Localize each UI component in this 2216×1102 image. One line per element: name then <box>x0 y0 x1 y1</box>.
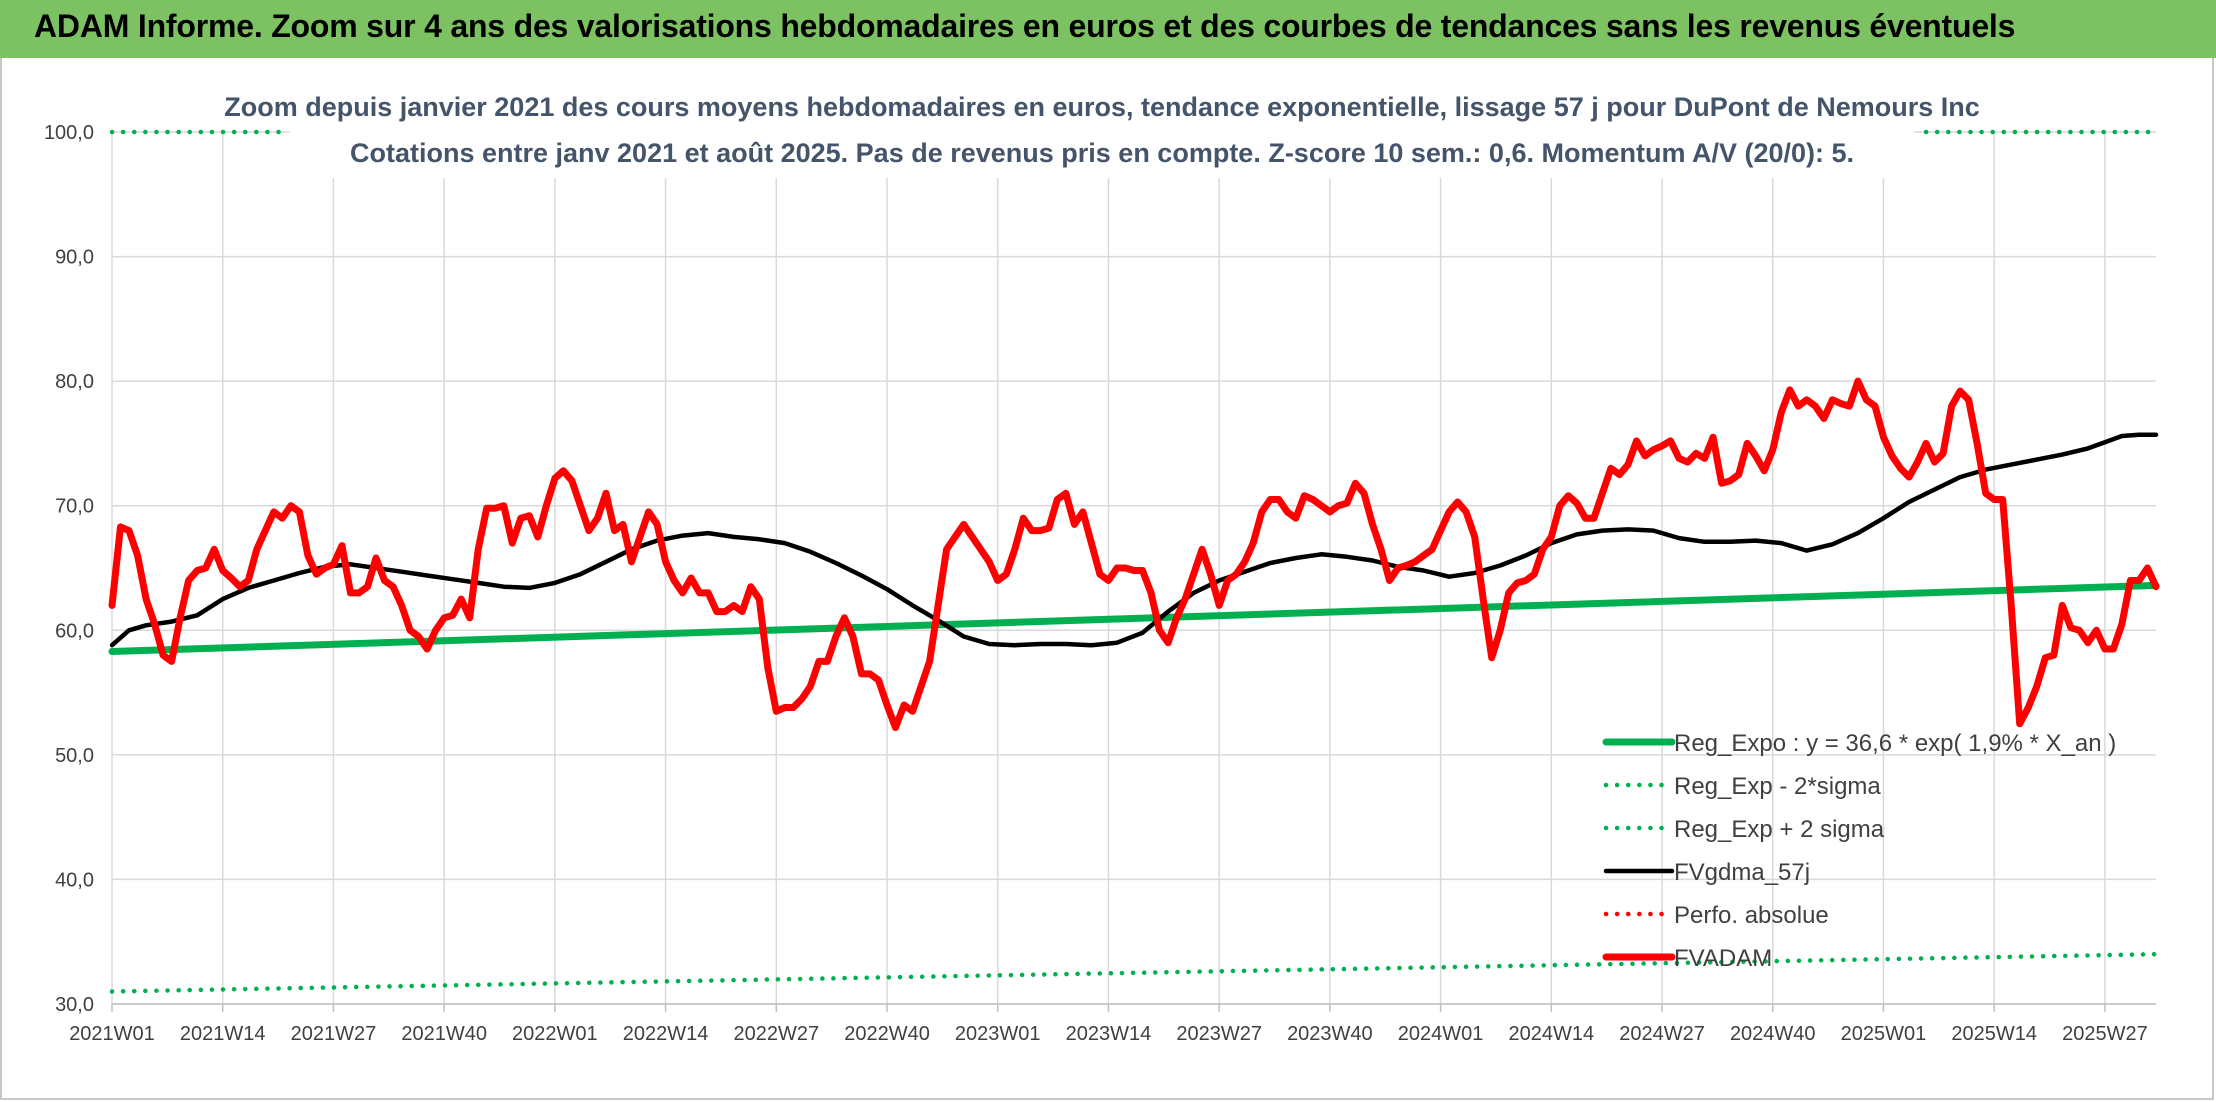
x-tick-label: 2021W27 <box>291 1023 377 1045</box>
x-tick-label: 2023W14 <box>1066 1023 1152 1045</box>
y-tick-label: 80,0 <box>55 371 94 393</box>
legend-label: FVgdma_57j <box>1674 859 1810 886</box>
x-tick-label: 2022W27 <box>733 1023 819 1045</box>
legend: Reg_Expo : y = 36,6 * exp( 1,9% * X_an )… <box>1602 730 2116 972</box>
series-fvadam-line <box>108 377 2160 731</box>
x-tick-label: 2024W14 <box>1509 1023 1595 1045</box>
x-tick-label: 2022W40 <box>844 1023 930 1045</box>
y-tick-label: 60,0 <box>55 620 94 642</box>
header-banner: ADAM Informe. Zoom sur 4 ans des valoris… <box>0 0 2216 58</box>
chart-title: Zoom depuis janvier 2021 des cours moyen… <box>224 92 1980 122</box>
chart-frame <box>0 58 2214 1100</box>
series-fvgdma-57j-line <box>109 432 2159 648</box>
chart-subtitle: Cotations entre janv 2021 et août 2025. … <box>350 138 1854 168</box>
x-tick-label: 2024W40 <box>1730 1023 1816 1045</box>
page-title: ADAM Informe. Zoom sur 4 ans des valoris… <box>34 8 2016 44</box>
x-tick-label: 2023W27 <box>1176 1023 1262 1045</box>
y-tick-label: 70,0 <box>55 496 94 518</box>
x-tick-label: 2025W27 <box>2062 1023 2148 1045</box>
subtitle-background <box>290 74 1914 178</box>
x-tick-label: 2024W27 <box>1619 1023 1705 1045</box>
legend-label: Reg_Exp + 2 sigma <box>1674 816 1885 843</box>
legend-label: Perfo. absolue <box>1674 902 1829 929</box>
x-tick-label: 2025W01 <box>1841 1023 1927 1045</box>
y-tick-label: 40,0 <box>55 869 94 891</box>
x-tick-label: 2021W14 <box>180 1023 266 1045</box>
series-layer <box>108 129 2160 994</box>
x-tick-label: 2021W01 <box>69 1023 155 1045</box>
x-tick-label: 2022W14 <box>623 1023 709 1045</box>
y-tick-label: 90,0 <box>55 247 94 269</box>
legend-label: Reg_Expo : y = 36,6 * exp( 1,9% * X_an ) <box>1674 730 2116 757</box>
x-tick-label: 2024W01 <box>1398 1023 1484 1045</box>
y-tick-label: 100,0 <box>44 122 94 144</box>
series-reg-expo-y-36-6-exp-1-9--line <box>108 581 2160 655</box>
series-reg-exp-2-sigma-line <box>109 951 2159 994</box>
x-tick-label: 2022W01 <box>512 1023 598 1045</box>
x-tick-label: 2021W40 <box>401 1023 487 1045</box>
y-tick-label: 30,0 <box>55 994 94 1016</box>
legend-label: Reg_Exp - 2*sigma <box>1674 773 1881 800</box>
legend-label: FVADAM <box>1674 945 1772 972</box>
y-tick-label: 50,0 <box>55 745 94 767</box>
axis-labels: 30,0 40,0 50,0 60,0 70,0 80,0 90,0 100,0 2021W01… <box>44 122 2156 1045</box>
x-tick-label: 2023W01 <box>955 1023 1041 1045</box>
x-tick-label: 2025W14 <box>1951 1023 2037 1045</box>
x-tick-label: 2023W40 <box>1287 1023 1373 1045</box>
